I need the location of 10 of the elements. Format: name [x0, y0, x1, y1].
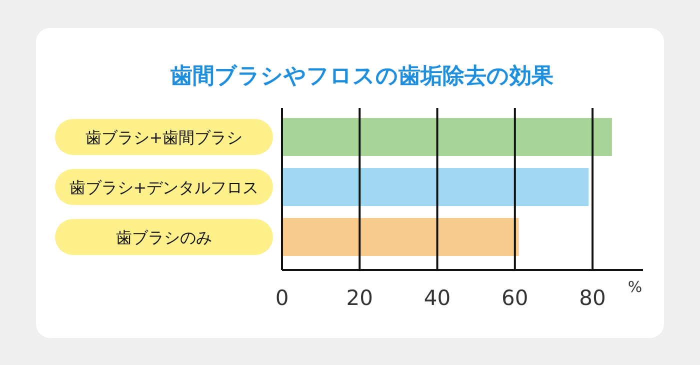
x-tick-label: 20 — [346, 286, 373, 310]
x-tick-label: 40 — [424, 286, 451, 310]
y-tick-label: 歯ブラシ+歯間ブラシ — [85, 128, 243, 147]
y-tick-label: 歯ブラシ+デンタルフロス — [69, 178, 259, 197]
x-tick-label: 60 — [502, 286, 528, 310]
y-tick-label: 歯ブラシのみ — [116, 228, 212, 247]
x-axis-title: % — [628, 278, 642, 296]
x-tick-label: 80 — [579, 286, 606, 310]
x-tick-label: 0 — [275, 286, 289, 310]
chart-title: 歯間ブラシやフロスの歯垢除去の効果 — [170, 64, 554, 89]
